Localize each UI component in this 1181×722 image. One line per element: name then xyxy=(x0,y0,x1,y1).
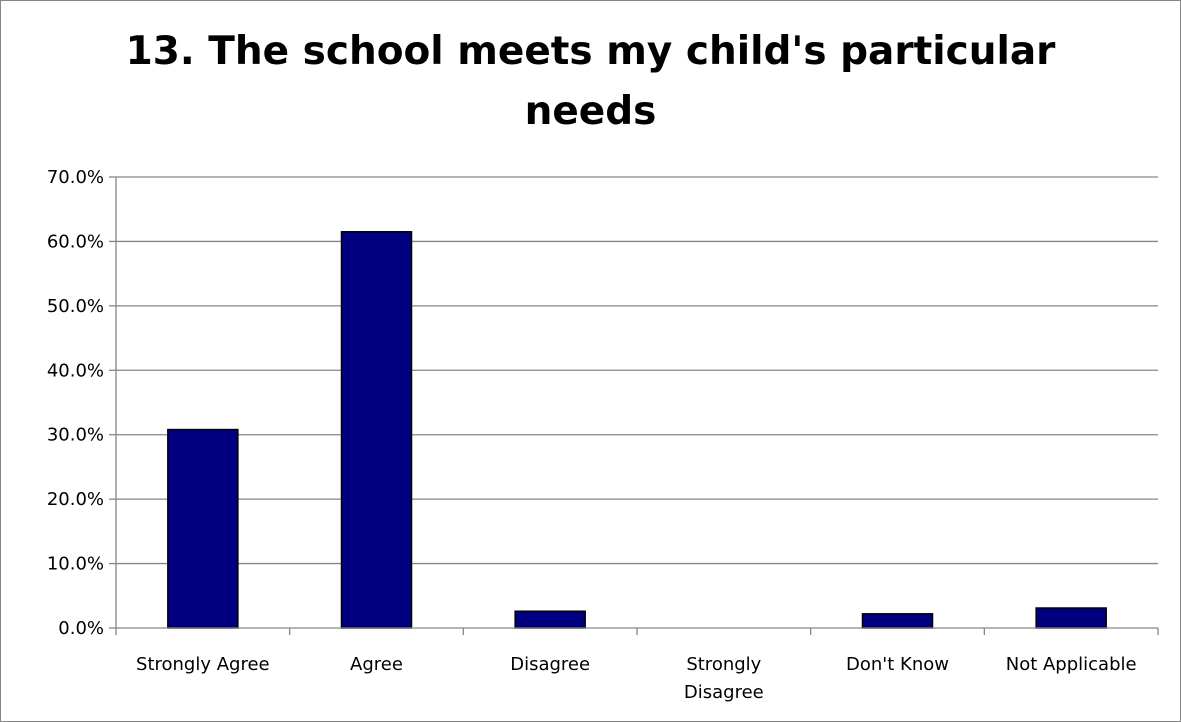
x-tick-label: Not Applicable xyxy=(1006,654,1137,675)
x-tick-label: Agree xyxy=(350,654,403,675)
bar xyxy=(514,610,586,629)
y-tick-label: 70.0% xyxy=(47,167,104,188)
bar xyxy=(340,231,413,629)
x-tick-label: Don't Know xyxy=(846,654,949,675)
y-tick-label: 40.0% xyxy=(47,360,104,381)
y-axis: 0.0% 10.0% 20.0% 30.0% 40.0% 50.0% 60.0% 70.0% xyxy=(47,167,117,639)
y-tick-label: 50.0% xyxy=(47,296,104,317)
bar xyxy=(861,613,934,629)
x-tick-label: Strongly Agree xyxy=(136,654,270,675)
y-tick-label: 0.0% xyxy=(58,618,104,639)
bars xyxy=(167,231,1107,629)
bar xyxy=(167,428,239,629)
chart-title-line-1: 13. The school meets my child's particul… xyxy=(125,29,1056,74)
y-tick-label: 30.0% xyxy=(47,425,104,446)
chart-title-line-2: needs xyxy=(524,89,657,134)
y-tick-label: 60.0% xyxy=(47,231,104,252)
y-tick-label: 20.0% xyxy=(47,489,104,510)
x-tick-label: Disagree xyxy=(510,654,590,675)
chart-title: 13. The school meets my child's particul… xyxy=(0,22,1181,142)
gridlines xyxy=(116,176,1158,565)
y-tick-label: 10.0% xyxy=(47,554,104,575)
x-tick-label: Strongly Disagree xyxy=(684,654,764,703)
bar xyxy=(1035,607,1107,629)
x-axis: Strongly Agree Agree Disagree Strongly Disag… xyxy=(115,627,1159,703)
